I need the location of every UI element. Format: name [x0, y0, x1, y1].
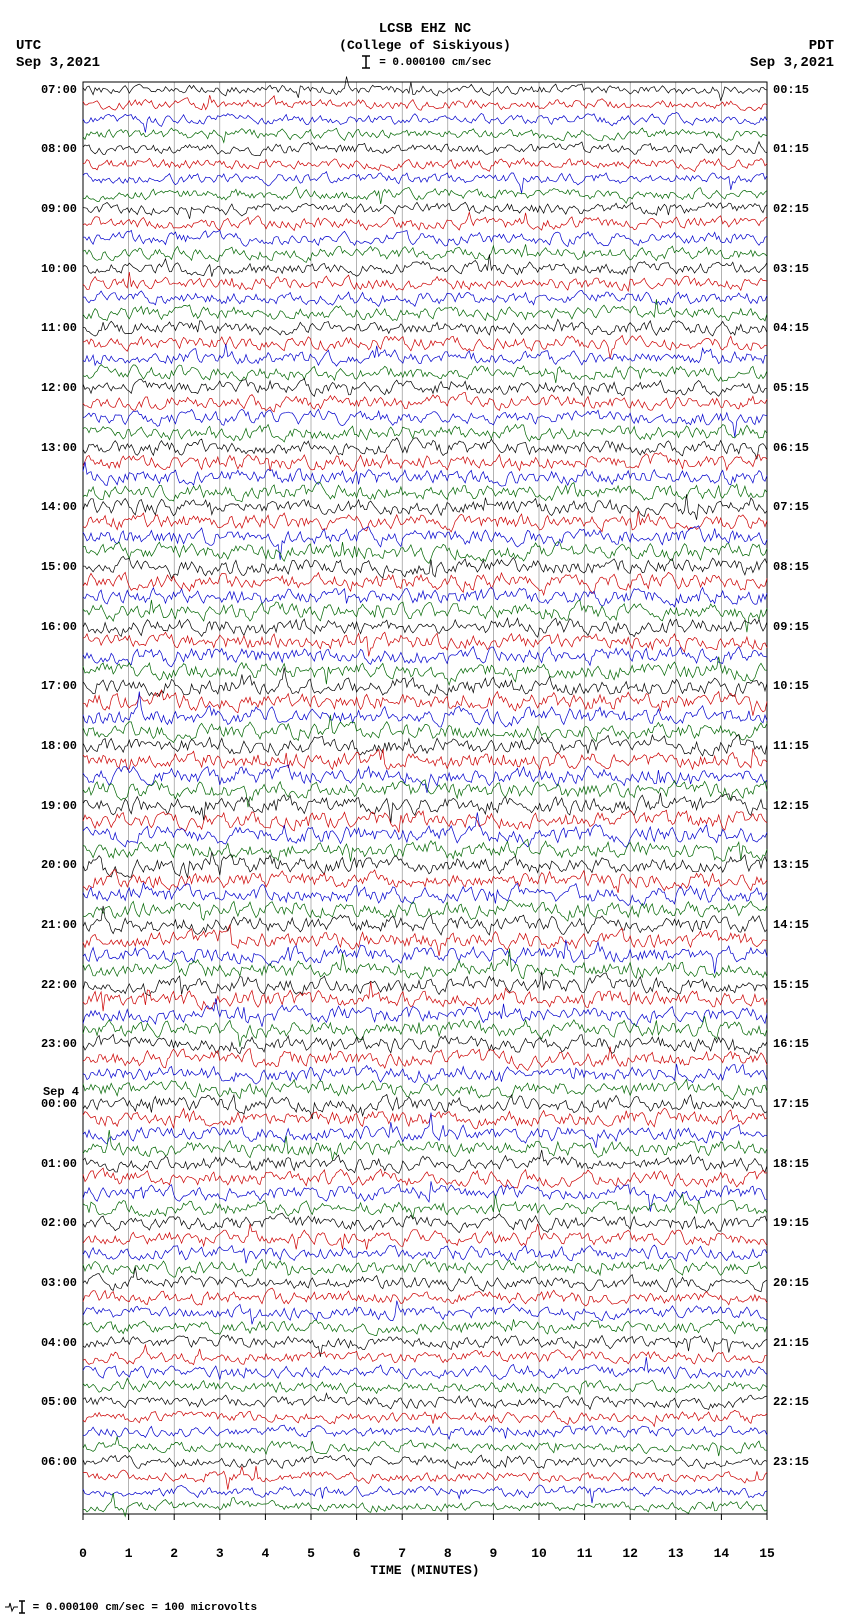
- station-title: LCSB EHZ NC: [0, 20, 850, 38]
- time-label-utc: 05:00: [41, 1396, 77, 1408]
- time-label-local: 19:15: [773, 1217, 809, 1229]
- time-label-local: 00:15: [773, 84, 809, 96]
- time-label-local: 17:15: [773, 1098, 809, 1110]
- minute-tick-label: 13: [668, 1546, 684, 1561]
- time-label-utc: 21:00: [41, 919, 77, 931]
- station-subtitle: (College of Siskiyous): [0, 38, 850, 55]
- scale-indicator: = 0.000100 cm/sec: [0, 55, 850, 70]
- time-label-local: 12:15: [773, 800, 809, 812]
- time-label-utc: 09:00: [41, 203, 77, 215]
- time-label-local: 06:15: [773, 442, 809, 454]
- minute-tick-label: 3: [216, 1546, 224, 1561]
- time-label-local: 07:15: [773, 501, 809, 513]
- time-label-local: 16:15: [773, 1038, 809, 1050]
- time-label-local: 09:15: [773, 621, 809, 633]
- time-label-local: 03:15: [773, 263, 809, 275]
- time-label-local: 18:15: [773, 1158, 809, 1170]
- time-label-local: 23:15: [773, 1456, 809, 1468]
- time-label-local: 10:15: [773, 680, 809, 692]
- time-label-utc: 13:00: [41, 442, 77, 454]
- time-label-local: 01:15: [773, 143, 809, 155]
- time-label-utc: 16:00: [41, 621, 77, 633]
- time-label-local: 14:15: [773, 919, 809, 931]
- minute-tick-label: 7: [398, 1546, 406, 1561]
- minute-tick-label: 2: [170, 1546, 178, 1561]
- time-label-local: 22:15: [773, 1396, 809, 1408]
- time-label-utc: 12:00: [41, 382, 77, 394]
- chart-header: LCSB EHZ NC (College of Siskiyous) = 0.0…: [0, 0, 850, 70]
- time-label-utc: 06:00: [41, 1456, 77, 1468]
- time-label-utc: 01:00: [41, 1158, 77, 1170]
- time-label-utc: 07:00: [41, 84, 77, 96]
- time-label-local: 08:15: [773, 561, 809, 573]
- time-label-utc: 18:00: [41, 740, 77, 752]
- minute-tick-label: 12: [622, 1546, 638, 1561]
- footer-scale: = 0.000100 cm/sec = 100 microvolts: [0, 1594, 850, 1624]
- time-label-utc: 02:00: [41, 1217, 77, 1229]
- time-label-utc: 17:00: [41, 680, 77, 692]
- time-label-local: 04:15: [773, 322, 809, 334]
- time-label-utc: 14:00: [41, 501, 77, 513]
- time-label-local: 02:15: [773, 203, 809, 215]
- time-label-utc: 10:00: [41, 263, 77, 275]
- minute-tick-label: 10: [531, 1546, 547, 1561]
- footer-text: = 0.000100 cm/sec = 100 microvolts: [33, 1602, 257, 1614]
- time-label-local: 21:15: [773, 1337, 809, 1349]
- tz-right: PDT: [750, 38, 834, 55]
- time-label-utc: 15:00: [41, 561, 77, 573]
- minute-tick-label: 11: [577, 1546, 593, 1561]
- minute-tick-label: 6: [353, 1546, 361, 1561]
- minute-tick-label: 4: [261, 1546, 269, 1561]
- time-label-utc: 04:00: [41, 1337, 77, 1349]
- minute-tick-label: 1: [125, 1546, 133, 1561]
- x-axis-labels: 0123456789101112131415: [35, 1546, 815, 1562]
- scale-text: = 0.000100 cm/sec: [379, 57, 491, 69]
- minute-tick-label: 14: [714, 1546, 730, 1561]
- date-left: Sep 3,2021: [16, 55, 100, 72]
- time-label-utc: 23:00: [41, 1038, 77, 1050]
- minute-tick-label: 8: [444, 1546, 452, 1561]
- time-label-local: 05:15: [773, 382, 809, 394]
- time-label-utc: 03:00: [41, 1277, 77, 1289]
- corner-top-left: UTC Sep 3,2021: [16, 38, 100, 72]
- time-label-utc: 08:00: [41, 143, 77, 155]
- minute-tick-label: 5: [307, 1546, 315, 1561]
- date-right: Sep 3,2021: [750, 55, 834, 72]
- time-label-local: 20:15: [773, 1277, 809, 1289]
- x-axis-title: TIME (MINUTES): [35, 1563, 815, 1578]
- time-label-utc: 20:00: [41, 859, 77, 871]
- time-label-utc: 22:00: [41, 979, 77, 991]
- minute-tick-label: 9: [489, 1546, 497, 1561]
- time-label-local: 11:15: [773, 740, 809, 752]
- seismogram-plot: 07:00 08:00 09:00 10:00 11:00 12:00 13:00 14:00…: [35, 74, 815, 1544]
- seismogram-svg: [35, 74, 815, 1544]
- minute-tick-label: 0: [79, 1546, 87, 1561]
- time-label-utc: 00:00: [41, 1098, 77, 1110]
- minute-tick-label: 15: [759, 1546, 775, 1561]
- time-label-utc: 11:00: [41, 322, 77, 334]
- corner-top-right: PDT Sep 3,2021: [750, 38, 834, 72]
- time-label-local: 13:15: [773, 859, 809, 871]
- time-label-local: 15:15: [773, 979, 809, 991]
- tz-left: UTC: [16, 38, 100, 55]
- time-label-utc: 19:00: [41, 800, 77, 812]
